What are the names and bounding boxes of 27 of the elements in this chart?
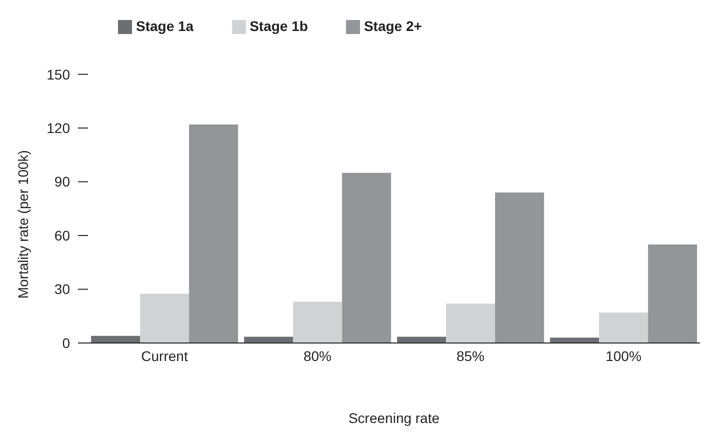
- legend-label: Stage 1b: [250, 18, 308, 34]
- y-tick-label: 90: [54, 174, 70, 190]
- bar: [189, 124, 238, 343]
- y-tick-label: 30: [54, 281, 70, 298]
- bar: [446, 304, 496, 343]
- x-tick-label: 80%: [303, 348, 332, 364]
- x-tick-label: 85%: [456, 348, 485, 364]
- bar: [599, 312, 648, 343]
- bar: [648, 244, 698, 343]
- bar: [244, 336, 294, 343]
- y-axis-title: Mortality rate (per 100k): [14, 150, 31, 299]
- bar: [140, 294, 190, 343]
- y-tick-label: 60: [54, 227, 70, 244]
- y-tick-label: 0: [62, 334, 70, 351]
- legend-label: Stage 2+: [364, 18, 422, 34]
- legend-label: Stage 1a: [136, 18, 194, 34]
- x-tick-label: Current: [141, 348, 188, 364]
- bar: [293, 302, 342, 343]
- bar: [495, 192, 544, 343]
- x-axis-title: Screening rate: [348, 410, 440, 426]
- bar: [91, 336, 140, 343]
- bar: [342, 172, 392, 343]
- x-tick-label: 100%: [606, 348, 642, 364]
- y-tick-label: 150: [46, 66, 70, 82]
- bar: [550, 338, 600, 343]
- bar: [397, 336, 446, 343]
- y-tick-label: 120: [46, 120, 70, 136]
